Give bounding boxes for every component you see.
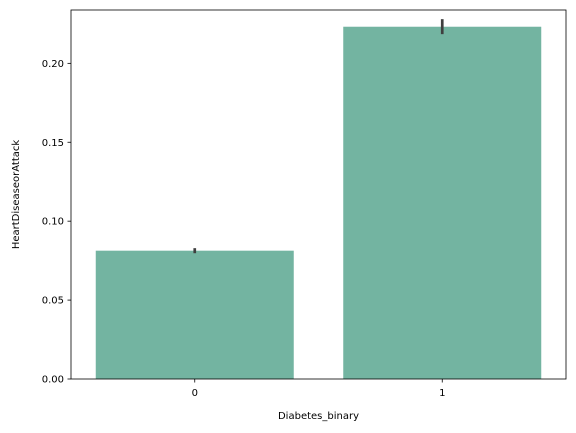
bar-1: [343, 26, 542, 380]
y-axis-label: HeartDiseaseorAttack: [11, 140, 22, 250]
y-tick-label: 0.15: [42, 138, 64, 149]
y-tick-label: 0.10: [42, 217, 64, 228]
x-tick-label: 1: [439, 388, 445, 399]
x-tick-label: 0: [192, 388, 198, 399]
axes-frame: [70, 9, 567, 380]
y-axis-ticks: 0.00 0.05 0.10 0.15 0.20: [42, 59, 71, 386]
y-tick-label: 0.00: [42, 375, 64, 386]
x-axis-label: Diabetes_binary: [278, 411, 359, 422]
y-tick-label: 0.20: [42, 59, 64, 70]
y-tick-label: 0.05: [42, 296, 64, 307]
plot-area: [95, 19, 542, 380]
bar-0: [95, 250, 294, 379]
